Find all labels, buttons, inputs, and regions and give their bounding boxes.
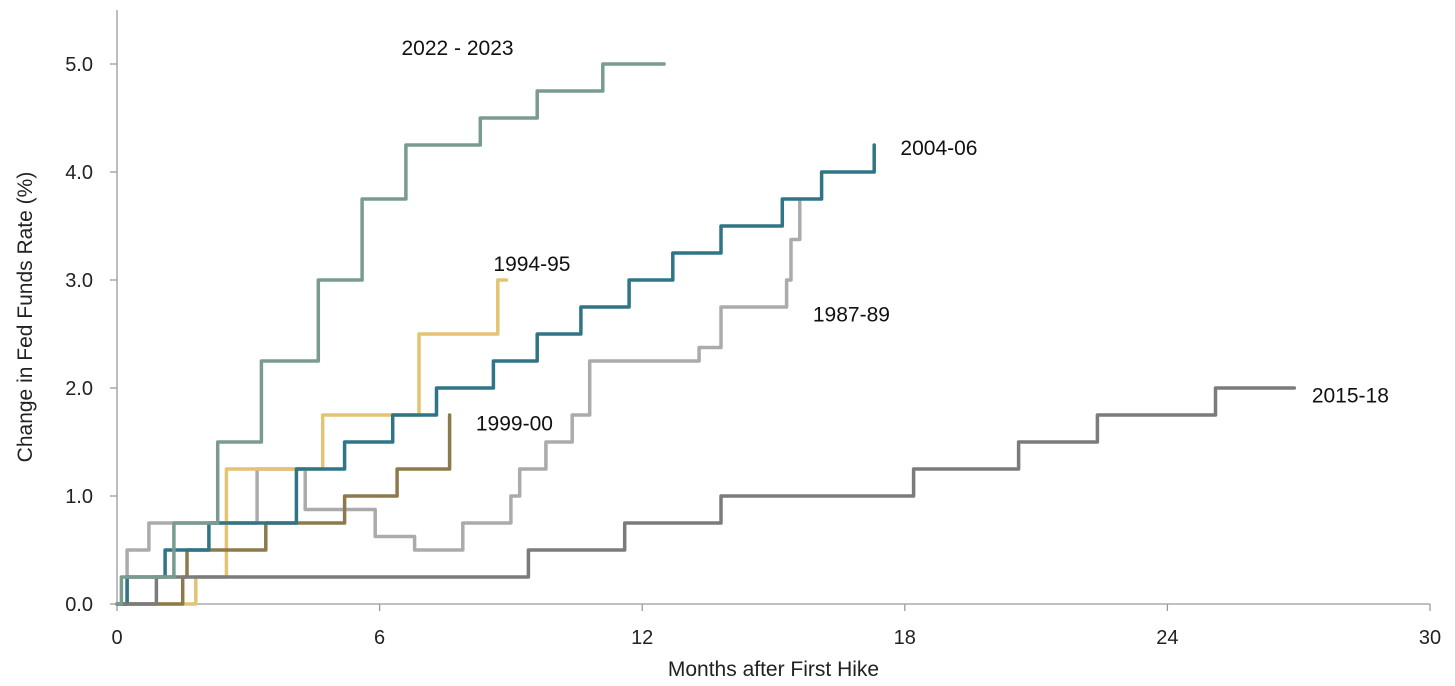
series-labels: 2022 - 2023 2004-06 1994-95 1987-89 1999-00 2…: [401, 37, 1388, 436]
y-tick-label: 0.0: [65, 594, 93, 616]
plot-area: [115, 62, 1297, 606]
series-label-2004-06: 2004-06: [900, 137, 977, 160]
series-label-2015-18: 2015-18: [1312, 385, 1389, 408]
x-tick-label: 6: [374, 627, 385, 649]
x-tick-label: 12: [631, 627, 653, 649]
y-tick-label: 2.0: [65, 378, 93, 400]
series-line-2022-2023: [115, 62, 666, 606]
series-label-2022-2023: 2022 - 2023: [401, 37, 513, 60]
series-label-1987-89: 1987-89: [813, 304, 890, 327]
series-line-2004-06: [115, 143, 876, 606]
x-axis-ticks: 0 6 12 18 24 30: [111, 604, 1441, 649]
series-line-1994-95: [115, 278, 509, 606]
y-tick-label: 1.0: [65, 486, 93, 508]
y-tick-label: 4.0: [65, 162, 93, 184]
series-line-1987-89: [115, 197, 802, 606]
series-label-1999-00: 1999-00: [476, 413, 553, 436]
x-tick-label: 0: [111, 627, 122, 649]
series-line-2015-18: [115, 386, 1297, 606]
x-axis-label: Months after First Hike: [668, 658, 879, 681]
y-tick-label: 3.0: [65, 270, 93, 292]
x-tick-label: 30: [1419, 627, 1441, 649]
axes: 0.0 1.0 2.0 3.0 4.0 5.0 0 6 12 18 24 30: [65, 10, 1441, 649]
x-tick-label: 18: [894, 627, 916, 649]
y-axis-label: Change in Fed Funds Rate (%): [14, 172, 37, 463]
series-label-1994-95: 1994-95: [493, 253, 570, 276]
y-axis-ticks: 0.0 1.0 2.0 3.0 4.0 5.0: [65, 54, 117, 616]
y-tick-label: 5.0: [65, 54, 93, 76]
x-tick-label: 24: [1156, 627, 1178, 649]
